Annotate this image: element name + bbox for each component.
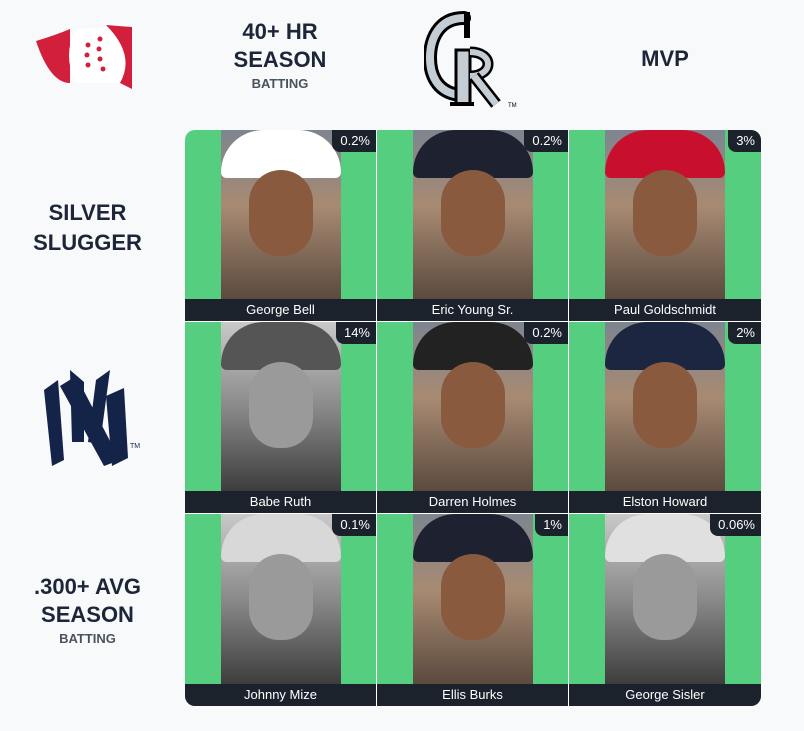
- player-name: George Bell: [185, 299, 376, 321]
- player-face: [633, 362, 697, 448]
- rarity-percent: 1%: [535, 514, 568, 536]
- grid-cell[interactable]: 0.2% George Bell: [185, 130, 376, 321]
- player-photo: [221, 130, 341, 299]
- grid-cell[interactable]: 0.2% Eric Young Sr.: [377, 130, 568, 321]
- grid-cell[interactable]: 0.1% Johnny Mize: [185, 514, 376, 706]
- grid-cell[interactable]: 0.2% Darren Holmes: [377, 322, 568, 513]
- svg-text:TM: TM: [508, 103, 517, 108]
- grid-cell[interactable]: 1% Ellis Burks: [377, 514, 568, 706]
- player-face: [441, 170, 505, 256]
- rarity-percent: 0.1%: [332, 514, 376, 536]
- rarity-percent: 0.2%: [332, 130, 376, 152]
- player-name: Paul Goldschmidt: [569, 299, 761, 321]
- player-face: [633, 170, 697, 256]
- player-face: [249, 554, 313, 640]
- new-york-yankees-logo: TM: [40, 370, 140, 475]
- player-name: Elston Howard: [569, 491, 761, 513]
- player-photo: [413, 322, 533, 491]
- colorado-rockies-logo: TM: [422, 10, 520, 113]
- row-header-title: SILVER SLUGGER: [33, 200, 142, 255]
- column-header-title: 40+ HR SEASON: [233, 19, 327, 72]
- player-photo: [605, 514, 725, 684]
- player-name: Johnny Mize: [185, 684, 376, 706]
- rarity-percent: 0.2%: [524, 322, 568, 344]
- answer-grid: 0.2% George Bell 0.2% Eric Young Sr. 3% …: [185, 130, 761, 706]
- player-photo: [605, 130, 725, 299]
- player-face: [441, 554, 505, 640]
- player-face: [633, 554, 697, 640]
- rarity-percent: 14%: [335, 322, 376, 344]
- row-header-1: SILVER SLUGGER: [15, 198, 160, 258]
- svg-text:TM: TM: [130, 443, 140, 450]
- player-name: Ellis Burks: [377, 684, 568, 706]
- rarity-percent: 0.06%: [710, 514, 761, 536]
- grid-cell[interactable]: 2% Elston Howard: [569, 322, 761, 513]
- column-header-subtitle: BATTING: [251, 76, 309, 91]
- row-header-3: .300+ AVG SEASON BATTING: [15, 573, 160, 646]
- rarity-percent: 3%: [728, 130, 761, 152]
- player-photo: [413, 130, 533, 299]
- player-photo: [605, 322, 725, 491]
- player-photo: [413, 514, 533, 684]
- player-name: George Sisler: [569, 684, 761, 706]
- column-header-1: 40+ HR SEASON BATTING: [200, 18, 360, 91]
- rarity-percent: 2%: [728, 322, 761, 344]
- player-name: Darren Holmes: [377, 491, 568, 513]
- player-face: [249, 362, 313, 448]
- column-header-title: MVP: [641, 46, 689, 71]
- player-photo: [221, 514, 341, 684]
- player-photo: [221, 322, 341, 491]
- immaculate-grid-logo[interactable]: [36, 25, 132, 96]
- player-name: Babe Ruth: [185, 491, 376, 513]
- grid-cell[interactable]: 14% Babe Ruth: [185, 322, 376, 513]
- player-face: [441, 362, 505, 448]
- column-header-3: MVP: [590, 45, 740, 73]
- rarity-percent: 0.2%: [524, 130, 568, 152]
- player-name: Eric Young Sr.: [377, 299, 568, 321]
- row-header-title: .300+ AVG SEASON: [33, 574, 141, 627]
- grid-cell[interactable]: 3% Paul Goldschmidt: [569, 130, 761, 321]
- player-face: [249, 170, 313, 256]
- grid-cell[interactable]: 0.06% George Sisler: [569, 514, 761, 706]
- row-header-subtitle: BATTING: [59, 631, 116, 646]
